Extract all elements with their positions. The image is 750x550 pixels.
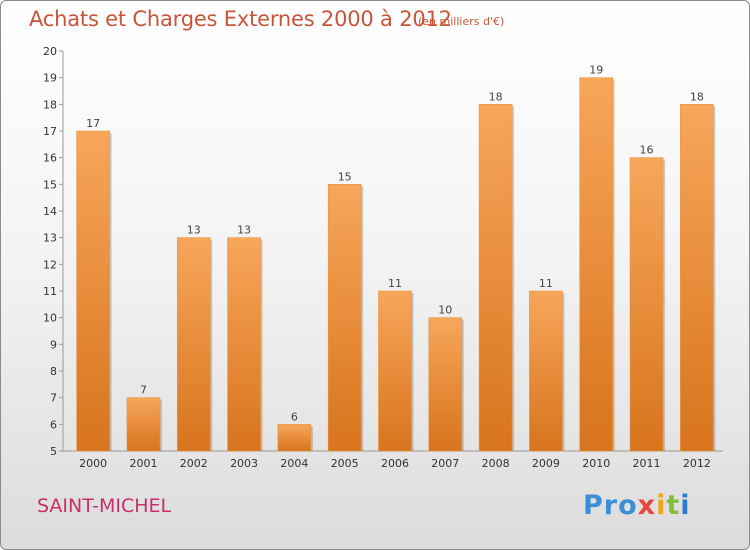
data-label: 15	[338, 170, 352, 183]
data-label: 17	[86, 117, 100, 130]
x-tick-label: 2009	[532, 457, 560, 470]
data-label: 10	[438, 304, 452, 317]
x-tick-label: 2001	[129, 457, 157, 470]
chart-title: Achats et Charges Externes 2000 à 2012	[29, 7, 452, 31]
logo-part: x	[637, 490, 657, 521]
bar-2002	[176, 237, 211, 452]
y-tick-label: 20	[43, 45, 57, 58]
data-labels: 17 2000 7 2001 13 2002 13 2003 6 2004 15 2005 11 2006…	[79, 64, 711, 470]
data-label: 18	[489, 90, 503, 103]
bar-2005	[327, 184, 362, 452]
logo-part: Pro	[583, 490, 638, 521]
data-label: 13	[237, 224, 251, 237]
bar-2008	[478, 104, 513, 452]
place-name: SAINT-MICHEL	[37, 495, 172, 517]
y-tick-label: 18	[43, 98, 57, 111]
y-tick-label: 17	[43, 125, 57, 138]
data-label: 11	[388, 277, 402, 290]
bar-2010	[579, 77, 614, 452]
x-tick-label: 2004	[280, 457, 308, 470]
x-tick-label: 2012	[683, 457, 711, 470]
y-tick-label: 9	[50, 338, 57, 351]
data-label: 7	[140, 384, 147, 397]
bar-2006	[378, 290, 412, 452]
data-label: 18	[690, 90, 704, 103]
x-tick-label: 2008	[482, 457, 510, 470]
bar-2009	[529, 290, 563, 452]
y-tick-label: 15	[43, 178, 57, 191]
x-tick-label: 2000	[79, 457, 107, 470]
y-tick-label: 11	[43, 285, 57, 298]
bar-2001	[126, 397, 161, 452]
bar-2000	[76, 130, 110, 452]
y-tick-label: 5	[50, 445, 57, 458]
logo-part: t	[666, 490, 681, 521]
chart-subtitle: (en milliers d'€)	[418, 15, 505, 28]
bar-2007	[428, 317, 463, 452]
y-tick-label: 10	[43, 312, 57, 325]
y-tick-label: 8	[50, 365, 57, 378]
bar-2012	[680, 104, 714, 452]
x-tick-label: 2006	[381, 457, 409, 470]
y-tick-label: 12	[43, 258, 57, 271]
data-label: 11	[539, 277, 553, 290]
y-tick-label: 13	[43, 232, 57, 245]
y-tick-label: 6	[50, 418, 57, 431]
x-tick-label: 2007	[431, 457, 459, 470]
proxiti-logo[interactable]: Proxiti	[583, 490, 691, 521]
y-tick-label: 19	[43, 72, 57, 85]
x-tick-label: 2010	[582, 457, 610, 470]
x-tick-label: 2011	[633, 457, 661, 470]
x-tick-label: 2002	[180, 457, 208, 470]
bars	[76, 77, 716, 452]
logo-part: i	[656, 490, 667, 521]
y-tick-label: 7	[50, 392, 57, 405]
bar-2011	[629, 157, 664, 452]
y-tick-label: 14	[43, 205, 57, 218]
logo-part: i	[680, 490, 691, 521]
bar-2003	[227, 237, 261, 452]
data-label: 16	[640, 144, 654, 157]
bar-2004	[277, 424, 312, 452]
data-label: 13	[187, 224, 201, 237]
x-tick-label: 2005	[331, 457, 359, 470]
y-tick-label: 16	[43, 152, 57, 165]
data-label: 19	[589, 64, 603, 77]
data-label: 6	[291, 410, 298, 423]
x-tick-label: 2003	[230, 457, 258, 470]
